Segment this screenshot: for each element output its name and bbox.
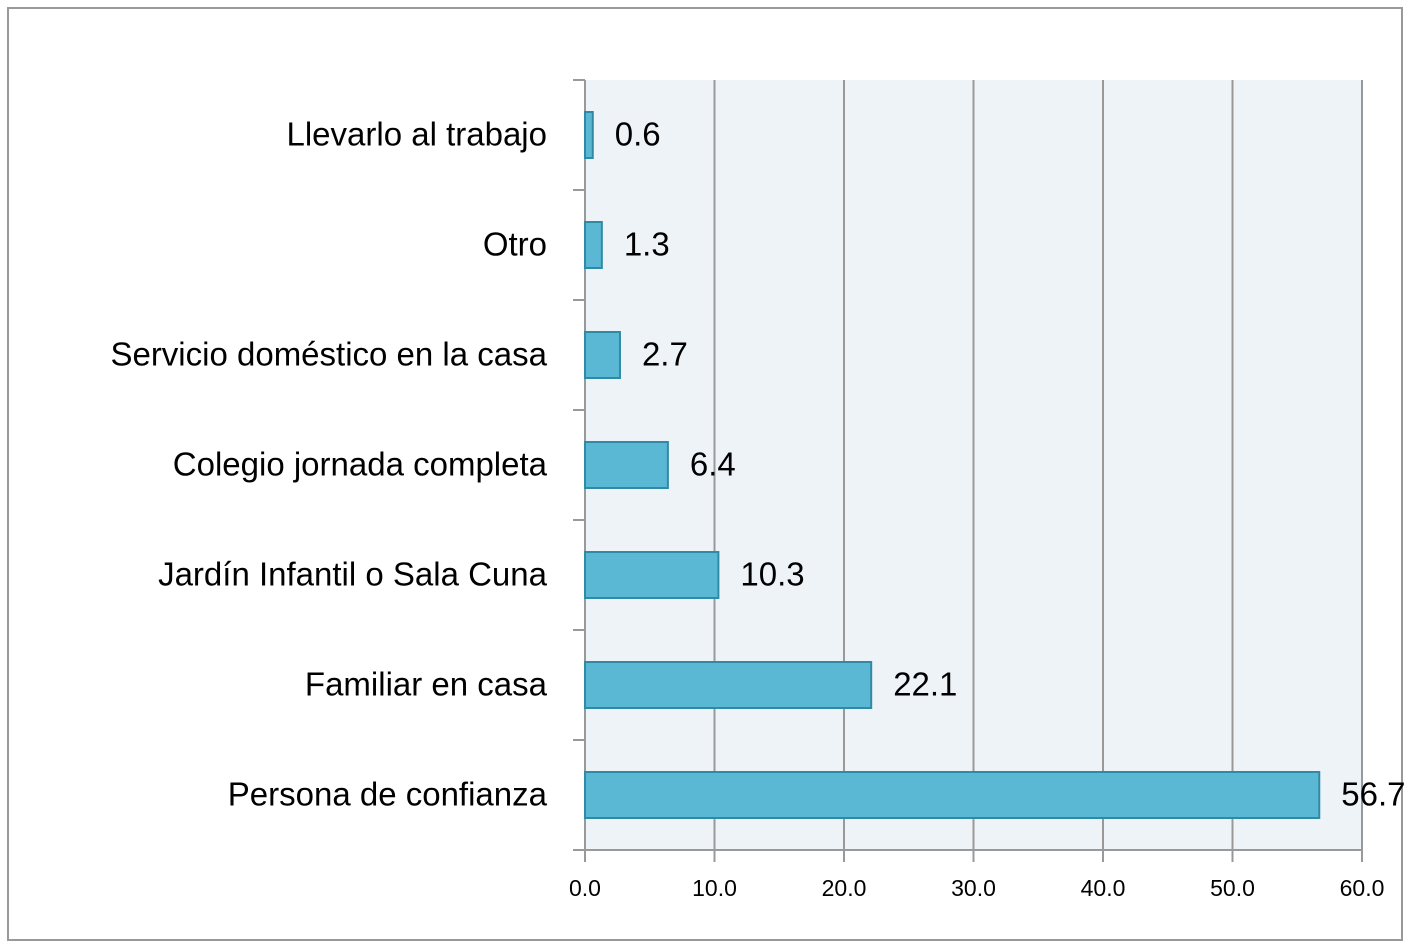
value-label: 56.7	[1341, 776, 1405, 813]
y-tick-label: Persona de confianza	[228, 776, 548, 813]
bar	[584, 111, 594, 159]
bar	[584, 771, 1321, 819]
value-label: 2.7	[642, 336, 688, 373]
y-tick-label: Otro	[483, 226, 547, 263]
x-tick-label: 40.0	[1081, 875, 1126, 901]
y-tick-label: Familiar en casa	[305, 666, 548, 703]
y-tick-label: Servicio doméstico en la casa	[110, 336, 547, 373]
bar	[584, 221, 603, 269]
value-label: 22.1	[893, 666, 957, 703]
bar	[584, 441, 669, 489]
x-tick-label: 30.0	[951, 875, 996, 901]
y-tick-label: Jardín Infantil o Sala Cuna	[158, 556, 548, 593]
x-tick-label: 50.0	[1210, 875, 1255, 901]
y-tick-label: Llevarlo al trabajo	[287, 116, 548, 153]
bar	[584, 551, 720, 599]
bar	[584, 331, 621, 379]
value-label: 1.3	[624, 226, 670, 263]
value-label: 10.3	[740, 556, 804, 593]
x-tick-label: 20.0	[822, 875, 867, 901]
y-tick-label: Colegio jornada completa	[173, 446, 548, 483]
value-label: 0.6	[615, 116, 661, 153]
value-label: 6.4	[690, 446, 736, 483]
x-tick-label: 60.0	[1340, 875, 1385, 901]
x-tick-label: 10.0	[692, 875, 737, 901]
x-tick-label: 0.0	[569, 875, 601, 901]
bar	[584, 661, 873, 709]
